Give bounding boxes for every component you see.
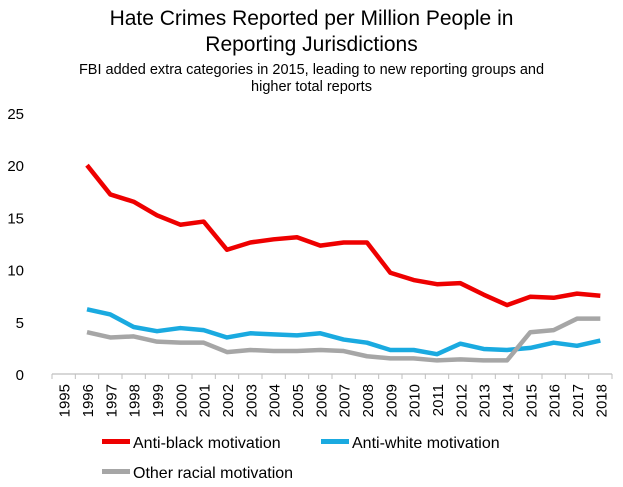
x-tick-label: 2005 (290, 384, 307, 417)
series-line-other-racial-motivation (86, 316, 601, 363)
x-tick-label: 2011 (430, 384, 447, 416)
x-tick-label: 2007 (337, 384, 354, 417)
x-tick-label: 2001 (197, 384, 214, 417)
x-tick-label: 2014 (500, 384, 517, 417)
x-tick-label: 2018 (593, 384, 610, 417)
x-tick-label: 1996 (80, 384, 97, 417)
series-line-anti-black-motivation (85, 163, 601, 308)
x-tick-label: 2015 (523, 384, 540, 417)
x-tick-label: 2008 (360, 384, 377, 417)
chart-title-line-1: Hate Crimes Reported per Million People … (109, 7, 514, 30)
legend-swatch (102, 439, 130, 445)
x-tick-label: 1998 (127, 384, 144, 417)
x-tick-label: 2012 (453, 384, 470, 417)
chart-subtitle-line-2: higher total reports (251, 79, 372, 95)
y-tick-label: 0 (16, 367, 24, 384)
x-tick-label: 2013 (477, 384, 494, 417)
legend-swatch (102, 469, 130, 475)
x-tick-label: 2003 (243, 384, 260, 417)
x-tick-label: 2017 (570, 384, 587, 417)
x-tick-label: 2016 (547, 384, 564, 417)
x-tick-label: 1999 (150, 384, 167, 417)
series-line-anti-white-motivation (86, 307, 601, 357)
legend-label: Anti-black motivation (133, 435, 281, 452)
y-tick-label: 15 (7, 210, 24, 227)
x-tick-label: 2009 (383, 384, 400, 417)
x-tick-label: 1997 (103, 384, 120, 417)
chart-title-line-2: Reporting Jurisdictions (205, 33, 418, 56)
x-tick-label: 2004 (267, 384, 284, 417)
x-tick-label: 2000 (173, 384, 190, 417)
legend-item: Anti-black motivation (102, 434, 281, 454)
legend-item: Anti-white motivation (321, 434, 500, 454)
y-tick-label: 25 (7, 106, 24, 123)
y-tick-label: 20 (7, 158, 24, 175)
legend-swatch (321, 439, 349, 445)
y-tick-label: 10 (7, 263, 24, 280)
x-tick-label: 1995 (57, 384, 74, 417)
x-tick-label: 2006 (313, 384, 330, 417)
legend-label: Anti-white motivation (352, 435, 500, 452)
legend-label: Other racial motivation (133, 465, 294, 482)
legend-item: Other racial motivation (102, 464, 293, 484)
y-tick-label: 5 (16, 315, 24, 332)
x-tick-label: 2002 (220, 384, 237, 417)
x-tick-label: 2010 (407, 384, 424, 417)
chart-subtitle-line-1: FBI added extra categories in 2015, lead… (78, 62, 545, 78)
